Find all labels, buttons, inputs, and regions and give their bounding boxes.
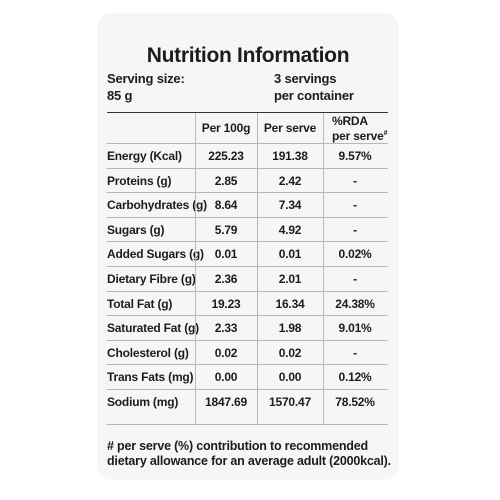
value-per-100g: 0.01 [214, 247, 238, 262]
nutrient-name: Total Fat (g) [107, 296, 173, 311]
value-per-serve: 1570.47 [269, 395, 311, 409]
value-per-100g: 2.33 [214, 321, 238, 336]
nutrient-name: Saturated Fat (g) [107, 321, 199, 336]
value-rda: 9.01% [338, 321, 372, 336]
row-divider [107, 315, 388, 317]
value-per-serve: 7.34 [278, 198, 302, 213]
nutrient-name: Carbohydrates (g) [107, 198, 207, 213]
column-divider-2 [257, 113, 258, 424]
header-per-100g: Per 100g [201, 121, 251, 135]
value-per-100g: 5.79 [214, 222, 238, 237]
value-per-serve: 4.92 [278, 222, 302, 237]
row-divider [107, 241, 388, 243]
value-rda: 9.57% [338, 149, 372, 163]
value-rda: - [353, 272, 357, 286]
value-rda: 78.52% [335, 395, 375, 409]
value-per-serve: 191.38 [272, 149, 308, 163]
value-rda: - [353, 345, 357, 360]
value-per-serve: 2.01 [278, 272, 302, 286]
serving-size-label: Serving size: [107, 71, 185, 86]
value-per-serve: 0.02 [278, 345, 302, 360]
header-rda: %RDA [332, 114, 368, 128]
row-divider [107, 339, 388, 341]
table-bottom-line [107, 424, 388, 425]
value-per-100g: 0.00 [214, 370, 238, 385]
footnote-line-2: dietary allowance for an average adult (… [107, 454, 391, 468]
header-per-serve: Per serve [263, 121, 317, 135]
value-per-serve: 0.00 [278, 370, 302, 385]
value-rda: - [353, 173, 357, 188]
row-divider [107, 290, 388, 292]
value-per-100g: 1847.69 [205, 395, 247, 409]
value-per-100g: 2.36 [214, 272, 238, 286]
row-divider [107, 143, 388, 144]
column-divider-3 [323, 113, 324, 424]
row-divider [107, 364, 388, 366]
nutrient-name: Energy (Kcal) [107, 149, 182, 163]
servings-per-container: per container [274, 88, 354, 103]
serving-divider [107, 112, 388, 113]
header-rda-sub: per serve# [332, 127, 387, 143]
header-rda-footnote-mark: # [383, 130, 388, 137]
value-per-100g: 19.23 [211, 296, 241, 311]
header-rda-sub-text: per serve [332, 129, 384, 143]
row-divider [107, 266, 388, 267]
nutrient-name: Sodium (mg) [107, 395, 179, 409]
value-per-serve: 16.34 [275, 296, 305, 311]
nutrient-name: Sugars (g) [107, 222, 165, 237]
page-title: Nutrition Information [146, 44, 350, 67]
value-per-100g: 2.85 [214, 173, 238, 188]
value-per-100g: 225.23 [208, 149, 244, 163]
nutrient-name: Proteins (g) [107, 173, 172, 188]
value-per-serve: 2.42 [278, 173, 302, 188]
nutrient-name: Trans Fats (mg) [107, 370, 194, 385]
servings-count: 3 servings [274, 71, 337, 86]
nutrition-label-card: Nutrition Information Serving size: 85 g… [97, 13, 399, 480]
value-per-100g: 0.02 [214, 345, 238, 360]
footnote: # per serve (%) contribution to recommen… [107, 439, 392, 469]
row-divider [107, 216, 388, 218]
value-rda: 0.02% [338, 247, 372, 262]
row-divider [107, 192, 388, 194]
nutrient-name: Added Sugars (g) [107, 247, 204, 262]
row-divider [107, 389, 388, 390]
serving-size-value: 85 g [107, 88, 133, 103]
value-rda: 24.38% [335, 296, 375, 311]
column-divider-1 [195, 113, 196, 424]
nutrient-name: Cholesterol (g) [107, 345, 189, 360]
nutrient-name: Dietary Fibre (g) [107, 272, 196, 286]
value-per-100g: 8.64 [214, 198, 238, 213]
value-per-serve: 1.98 [278, 321, 302, 336]
value-rda: - [353, 198, 357, 213]
footnote-line-1: # per serve (%) contribution to recommen… [107, 439, 368, 453]
row-divider [107, 167, 388, 169]
value-rda: - [353, 222, 357, 237]
value-rda: 0.12% [338, 370, 372, 385]
value-per-serve: 0.01 [278, 247, 302, 262]
